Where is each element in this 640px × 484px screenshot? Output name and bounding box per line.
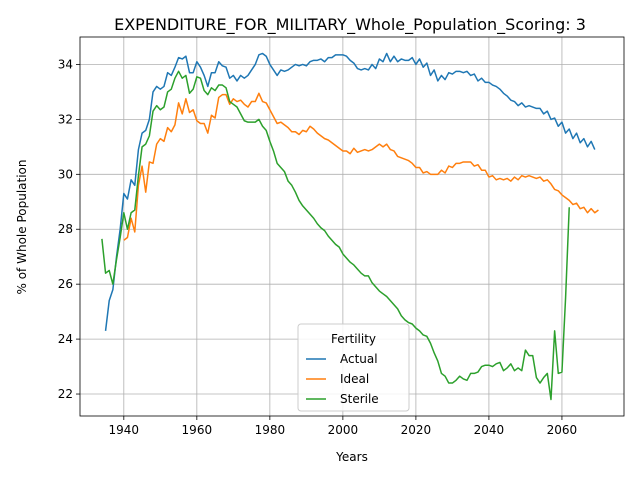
series-line-ideal (123, 92, 599, 241)
x-tick-label: 1960 (182, 423, 213, 437)
x-tick-label: 1980 (255, 423, 286, 437)
y-tick-label: 24 (58, 332, 73, 346)
series-lines (101, 52, 599, 401)
legend-label-actual: Actual (340, 352, 378, 366)
x-tick-label: 2020 (401, 423, 432, 437)
plot-frame (79, 36, 625, 417)
legend-label-sterile: Sterile (340, 392, 379, 406)
x-tick-label: 1940 (109, 423, 140, 437)
series-line-actual (104, 52, 596, 331)
legend-box (297, 323, 410, 412)
y-tick-label: 26 (58, 277, 73, 291)
grid (80, 37, 624, 416)
chart-title: EXPENDITURE_FOR_MILITARY_Whole_Populatio… (114, 15, 586, 35)
y-tick-label: 34 (58, 57, 73, 71)
y-tick-label: 28 (58, 222, 73, 236)
x-tick-label: 2000 (328, 423, 359, 437)
y-tick-label: 32 (58, 112, 73, 126)
legend: Fertility Actual Ideal Sterile (297, 323, 410, 412)
y-tick-label: 22 (58, 387, 73, 401)
x-tick-label: 2040 (474, 423, 505, 437)
y-axis-label: % of Whole Population (15, 160, 29, 295)
x-axis-label: Years (335, 450, 368, 464)
series-line-sterile (101, 70, 570, 401)
legend-title: Fertility (331, 332, 376, 346)
x-tick-label: 2060 (547, 423, 578, 437)
legend-label-ideal: Ideal (340, 372, 369, 386)
legend-entries: Actual Ideal Sterile (306, 352, 379, 406)
y-tick-label: 30 (58, 167, 73, 181)
axis-ticks: 1940 1960 1980 2000 2020 2040 2060 22 24 26 28 30 32… (58, 57, 577, 437)
